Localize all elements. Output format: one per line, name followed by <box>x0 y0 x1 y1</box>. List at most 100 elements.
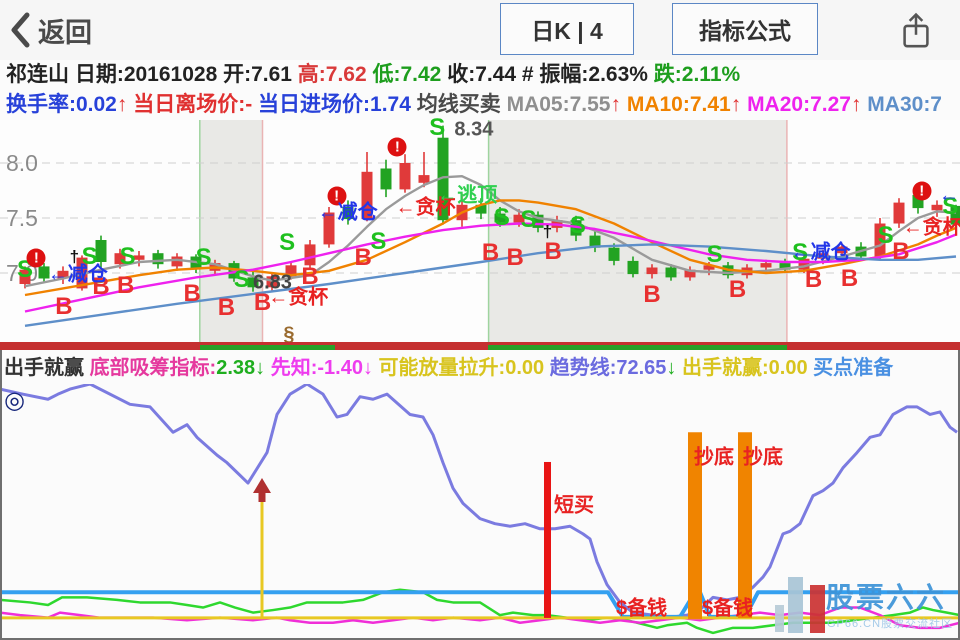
divider-segment <box>488 345 787 350</box>
text-segment: ↑ <box>730 93 748 116</box>
candle-body <box>684 269 696 278</box>
divider-segment <box>787 345 960 350</box>
candle-body <box>285 265 297 277</box>
share-button[interactable] <box>898 12 934 50</box>
candle-body <box>38 266 50 279</box>
text-segment: 出手就赢 <box>4 357 90 379</box>
ma-line-MA30 <box>24 243 957 327</box>
text-segment: 跌:2.11% <box>653 63 741 86</box>
signal-bar <box>738 432 752 618</box>
text-segment: 收:7.44 # 振幅:2.63% <box>447 63 654 86</box>
candle-body <box>703 265 715 270</box>
candle-body <box>399 163 411 190</box>
series-趋势线 <box>0 384 958 620</box>
y-axis-label: 8.0 <box>6 150 38 176</box>
text-segment: 当日离场价:- <box>133 93 259 116</box>
back-chevron-icon <box>11 12 30 48</box>
signal-bar <box>688 432 702 619</box>
candle-body <box>418 175 430 183</box>
text-segment: 买点准备 <box>813 357 894 379</box>
candle-body <box>513 214 525 223</box>
divider-segment <box>0 345 200 350</box>
candle-body <box>494 213 506 223</box>
text-segment: ↓ <box>255 357 271 379</box>
candle-body <box>532 214 544 228</box>
divider-top-line <box>0 342 960 345</box>
indicator-formula-button[interactable]: 指标公式 <box>672 3 818 55</box>
text-segment: 可能放量拉升:0.00 <box>378 357 550 379</box>
text-segment: 低:7.42 <box>372 63 448 86</box>
text-segment: 高:7.62 <box>297 63 373 86</box>
candle-body <box>114 253 126 265</box>
top-navigation-bar: 返回 日K | 4 指标公式 <box>0 0 960 60</box>
candle-body <box>798 258 810 270</box>
signal-bar <box>544 461 551 618</box>
candle-body <box>646 267 658 275</box>
candle-body <box>437 137 449 221</box>
indicator-chart-svg[interactable] <box>0 384 960 638</box>
candle-body <box>380 168 392 190</box>
candle-body <box>361 171 373 220</box>
panel-edge-right <box>958 350 960 640</box>
text-segment: 出手就赢:0.00 <box>681 357 814 379</box>
candle-body <box>247 277 259 288</box>
text-segment: 底部吸筹指标: <box>89 357 217 379</box>
ma-line-MA20 <box>24 222 957 313</box>
candle-body <box>836 246 848 254</box>
candle-body <box>760 263 772 268</box>
candle-body <box>342 207 354 220</box>
hold-band <box>199 120 263 342</box>
candle-body <box>475 204 487 214</box>
candle-body <box>874 223 886 257</box>
candle-body <box>912 194 924 209</box>
ma-line-MA10 <box>24 199 957 297</box>
divider-segment <box>200 345 335 350</box>
indicator-panel: 出手就赢 底部吸筹指标:2.38↓ 先知:-1.40↓ 可能放量拉升:0.00 … <box>0 350 960 640</box>
buy-arrow-head <box>253 477 271 502</box>
text-segment: 2.38 <box>216 357 256 379</box>
candle-body <box>627 260 639 275</box>
text-segment: 先知:-1.40↓ <box>270 357 379 379</box>
text-segment: MA30:7 <box>867 93 942 116</box>
series-绿线 <box>0 588 960 635</box>
candle-body <box>19 269 31 284</box>
text-segment: MA05:7.55 <box>506 93 611 116</box>
text-segment: ↑ <box>850 93 868 116</box>
candle-body <box>589 235 601 248</box>
candle-body <box>323 212 335 245</box>
text-segment: ↑ <box>116 93 134 116</box>
candle-body <box>304 244 316 266</box>
text-segment: 趋势线:72.65 <box>549 357 667 379</box>
series-蓝线 <box>0 590 960 619</box>
candle-body <box>171 256 183 267</box>
text-segment: ↓ <box>666 357 682 379</box>
panel-edge-left <box>0 350 2 640</box>
text-segment: MA10:7.41 <box>626 93 731 116</box>
hold-band <box>488 120 787 342</box>
kline-chart-svg[interactable]: 8.07.57.0 <box>0 120 960 342</box>
back-button[interactable]: 返回 <box>10 8 92 52</box>
candle-body <box>665 267 677 278</box>
candle-body <box>931 204 943 211</box>
panel-divider <box>0 342 960 350</box>
text-segment: 均线买卖 <box>416 93 507 116</box>
text-segment: 当日进场价:1.74 <box>258 93 417 116</box>
back-label: 返回 <box>38 17 92 48</box>
text-segment: 祁连山 日期:20161028 开:7.61 <box>6 63 298 86</box>
candle-body <box>95 240 107 262</box>
stock-info-row: 祁连山 日期:20161028 开:7.61 高:7.62 低:7.42 收:7… <box>0 60 960 90</box>
divider-segment <box>335 345 488 350</box>
candle-body <box>779 263 791 270</box>
candle-body <box>893 202 905 224</box>
indicator-header-row: 出手就赢 底部吸筹指标:2.38↓ 先知:-1.40↓ 可能放量拉升:0.00 … <box>0 352 960 384</box>
kline-period-button[interactable]: 日K | 4 <box>500 3 634 55</box>
text-segment: MA20:7.27 <box>747 93 851 116</box>
candle-body <box>608 247 620 261</box>
text-segment: 换手率:0.02 <box>6 93 117 116</box>
text-segment: ↑ <box>610 93 627 116</box>
panel-edge-bottom <box>0 638 960 640</box>
candle-body <box>133 255 145 260</box>
candle-body <box>152 253 164 265</box>
ma-info-row: 换手率:0.02↑ 当日离场价:- 当日进场价:1.74 均线买卖 MA05:7… <box>0 90 960 120</box>
